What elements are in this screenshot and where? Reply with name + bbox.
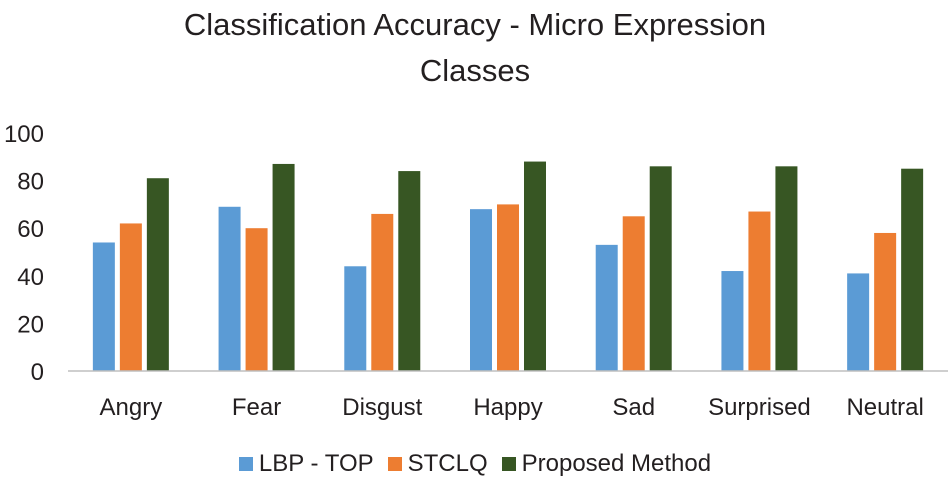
- bar-fear-lbp-top: [218, 206, 241, 371]
- legend-item-proposed-method: Proposed Method: [501, 450, 712, 478]
- chart-title: Classification Accuracy - Micro Expressi…: [0, 2, 950, 94]
- bar-fear-stclq: [245, 228, 268, 371]
- x-tick-label-neutral: Neutral: [846, 394, 923, 421]
- bar-neutral-proposed-method: [901, 168, 924, 371]
- x-tick-label-angry: Angry: [100, 394, 163, 421]
- bar-surprised-stclq: [748, 211, 771, 371]
- bar-happy-lbp-top: [470, 209, 492, 371]
- y-tick-label-40: 40: [17, 264, 44, 291]
- bar-surprised-lbp-top: [721, 271, 744, 371]
- bar-happy-stclq: [497, 204, 519, 371]
- x-tick-label-surprised: Surprised: [708, 394, 811, 421]
- legend-label-stclq: STCLQ: [407, 450, 488, 477]
- bar-disgust-proposed-method: [398, 171, 421, 371]
- legend-label-proposed-method: Proposed Method: [521, 450, 712, 477]
- y-tick-label-100: 100: [4, 121, 44, 148]
- x-tick-label-disgust: Disgust: [342, 394, 422, 421]
- bar-disgust-lbp-top: [344, 266, 367, 371]
- bar-sad-stclq: [622, 216, 645, 371]
- bar-angry-proposed-method: [146, 178, 169, 371]
- x-tick-label-happy: Happy: [473, 394, 542, 421]
- legend: LBP - TOP STCLQ Proposed Method: [0, 450, 950, 478]
- legend-swatch-stclq: [387, 457, 402, 471]
- y-tick-label-80: 80: [17, 169, 44, 196]
- bar-surprised-proposed-method: [775, 166, 798, 371]
- bar-angry-lbp-top: [92, 242, 115, 371]
- y-tick-label-60: 60: [17, 216, 44, 243]
- bar-chart: 0 20 40 60 80 100 Angry Fear Disgust Happy Sad Surp…: [4, 121, 948, 421]
- chart-title-line-1: Classification Accuracy - Micro Expressi…: [183, 7, 767, 42]
- legend-item-stclq: STCLQ: [387, 450, 488, 478]
- legend-swatch-proposed-method: [501, 457, 516, 471]
- legend-label-lbp-top: LBP - TOP: [258, 450, 374, 477]
- bar-sad-proposed-method: [649, 166, 672, 371]
- bar-angry-stclq: [119, 223, 142, 371]
- bar-sad-lbp-top: [595, 244, 618, 371]
- bar-neutral-stclq: [874, 232, 897, 371]
- y-tick-label-0: 0: [31, 359, 44, 386]
- bar-neutral-lbp-top: [847, 273, 870, 371]
- x-tick-label-fear: Fear: [232, 394, 281, 421]
- bar-fear-proposed-method: [272, 163, 295, 371]
- bar-happy-proposed-method: [524, 161, 546, 371]
- bar-disgust-stclq: [371, 213, 394, 371]
- legend-swatch-lbp-top: [238, 457, 253, 471]
- chart-title-line-2: Classes: [419, 53, 531, 88]
- x-tick-label-sad: Sad: [612, 394, 655, 421]
- legend-item-lbp-top: LBP - TOP: [238, 450, 374, 478]
- y-tick-label-20: 20: [17, 311, 44, 338]
